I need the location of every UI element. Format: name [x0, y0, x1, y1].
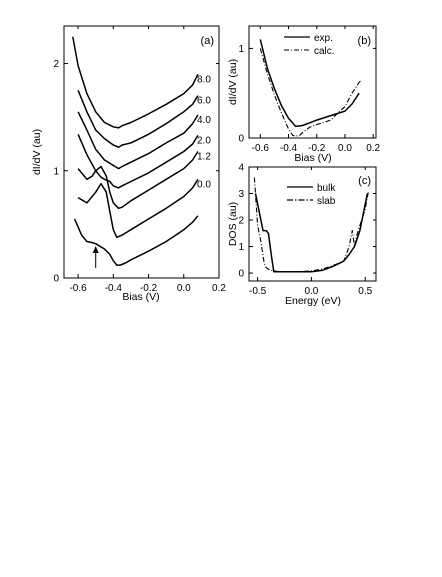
panel-a-xlabel: Bias (V)	[122, 291, 159, 303]
series-line-20	[77, 134, 199, 189]
curve-label: 1.2	[197, 151, 211, 162]
xtick-label: 0.5	[358, 286, 372, 297]
panel-a-ylabel: dI/dV (au)	[31, 129, 43, 175]
panel-c-frame	[248, 166, 377, 282]
series-line-12	[77, 151, 199, 210]
panel-c-xticks: -0.5 0.0 0.5	[249, 167, 373, 297]
xtick-label: -0.5	[249, 286, 267, 297]
legend-label-exp: exp.	[314, 33, 333, 44]
panel-c-xlabel: Energy (eV)	[285, 295, 341, 307]
xtick-label: 0.0	[304, 286, 318, 297]
curve-label: 4.0	[197, 115, 211, 126]
panel-a: (a) Bias (V) dI/dV (au) -0.6 -0.4 -0.2 0.0 0…	[31, 25, 226, 303]
xtick-label: 0.0	[338, 143, 352, 154]
arrow-head	[92, 246, 99, 253]
ytick-label: 2	[53, 59, 59, 70]
panel-a-label: (a)	[201, 35, 214, 47]
series-line-slab	[253, 177, 370, 273]
panel-b: (b) Bias (V) dI/dV (au) -0.6 -0.4 -0.2 0.0 0…	[227, 25, 381, 164]
panel-c-curves	[253, 177, 370, 273]
curve-label: 8.0	[197, 74, 211, 85]
xtick-label: 0.0	[177, 283, 191, 294]
series-line-bulk	[254, 193, 369, 273]
series-line-calc	[259, 48, 363, 137]
curve-label: 0.0	[197, 179, 211, 190]
ytick-label: 2	[238, 216, 244, 227]
series-line-80	[72, 36, 199, 129]
legend-label-bulk: bulk	[317, 183, 336, 194]
ytick-label: 1	[53, 166, 59, 177]
series-line-00	[77, 178, 199, 239]
panel-a-arrow	[92, 246, 99, 268]
xtick-label: 0.2	[366, 143, 380, 154]
ytick-label: 1	[238, 242, 244, 253]
series-line-60	[77, 90, 199, 148]
panel-c-yticks: 0 1 2 3 4	[238, 163, 376, 280]
curve-label: 2.0	[197, 135, 211, 146]
series-line-6	[73, 215, 199, 266]
xtick-label: -0.6	[252, 143, 270, 154]
panel-c-ylabel: DOS (au)	[227, 202, 239, 246]
ytick-label: 0	[53, 274, 59, 285]
panel-b-label: (b)	[358, 35, 371, 47]
panel-b-curves	[259, 39, 363, 137]
xtick-label: -0.4	[280, 143, 298, 154]
series-line-40	[77, 111, 199, 170]
panel-b-ylabel: dI/dV (au)	[227, 59, 239, 105]
xtick-label: -0.6	[69, 283, 87, 294]
xtick-label: 0.2	[212, 283, 226, 294]
panel-a-frame	[63, 25, 220, 279]
ytick-label: 0	[238, 269, 244, 280]
panel-a-curve-labels: 8.0 6.0 4.0 2.0 1.2 0.0	[197, 74, 211, 190]
panel-a-yticks: 0 1 2	[53, 59, 219, 285]
panel-c-legend: bulk slab	[287, 183, 336, 207]
xtick-label: -0.4	[105, 283, 123, 294]
panel-a-curves	[72, 36, 199, 266]
panel-b-yticks: 01	[238, 44, 376, 145]
panel-c-label: (c)	[358, 175, 371, 187]
panel-c: (c) Energy (eV) DOS (au) -0.5 0.0 0.5 0 1 2 3…	[227, 163, 377, 307]
ytick-label: 0	[238, 134, 244, 145]
legend-label-slab: slab	[317, 196, 336, 207]
legend-label-calc: calc.	[314, 46, 335, 57]
ytick-label: 4	[238, 163, 244, 174]
ytick-label: 3	[238, 189, 244, 200]
xtick-label: -0.2	[140, 283, 158, 294]
panel-a-xticks: -0.6 -0.4 -0.2 0.0 0.2	[69, 26, 226, 294]
xtick-label: -0.2	[308, 143, 326, 154]
series-line-exp	[259, 39, 360, 128]
panel-b-frame	[248, 25, 377, 139]
panel-b-legend: exp. calc.	[284, 33, 335, 57]
curve-label: 6.0	[197, 96, 211, 107]
panel-b-xlabel: Bias (V)	[294, 152, 331, 164]
ytick-label: 1	[238, 44, 244, 55]
panel-b-xticks: -0.6 -0.4 -0.2 0.0 0.2	[252, 26, 381, 154]
